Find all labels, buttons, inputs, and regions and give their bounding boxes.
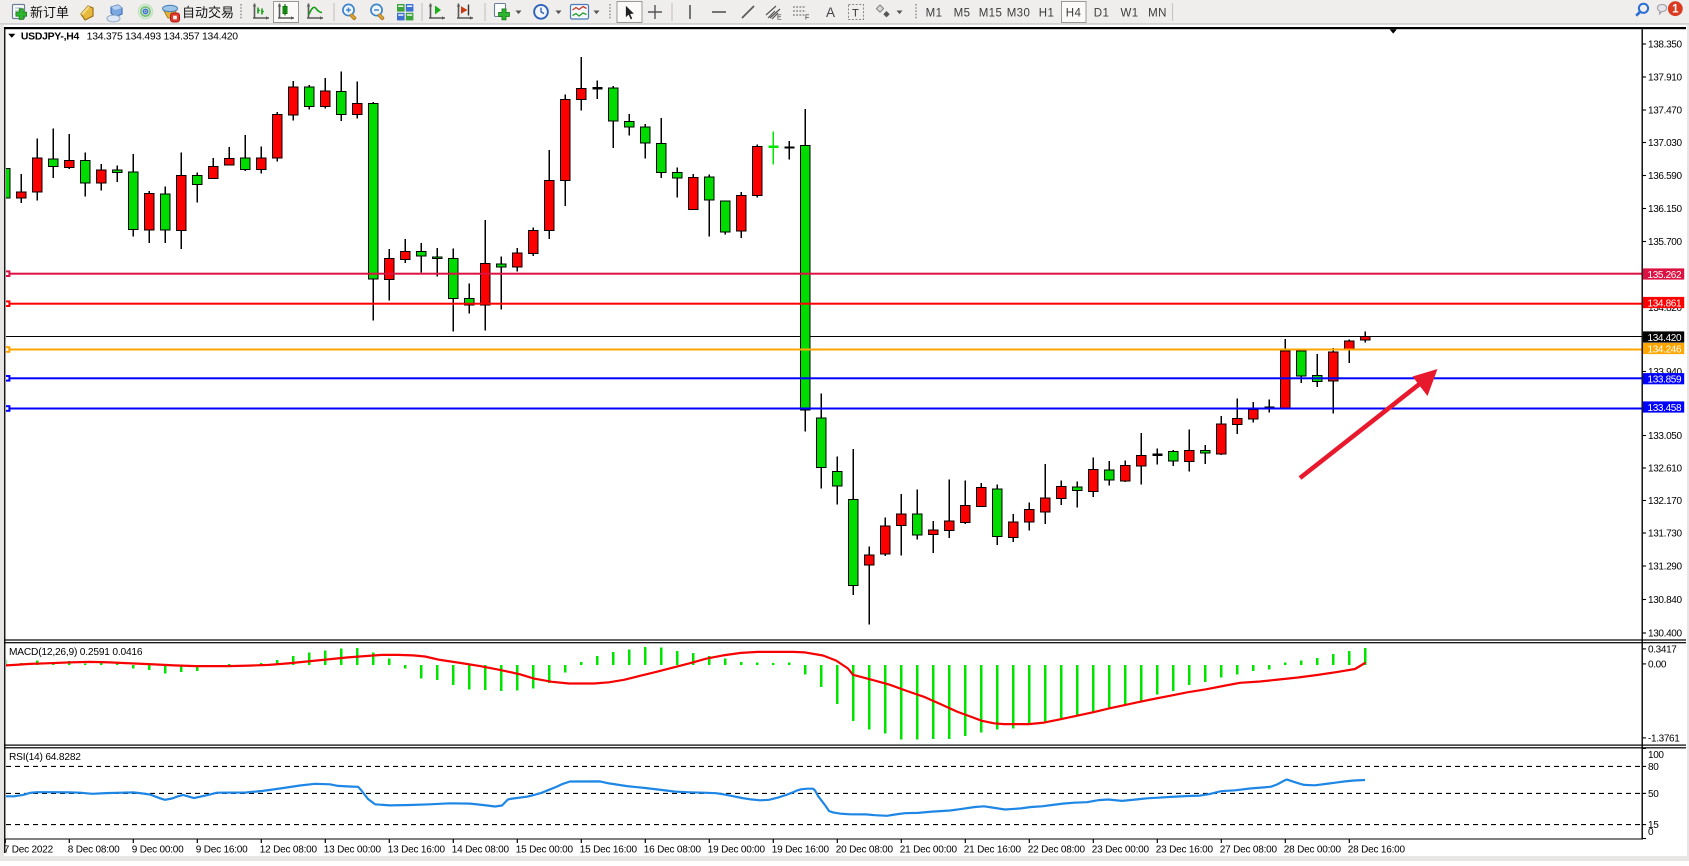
svg-text:USDJPY-,H4 134.375 134.493 134: USDJPY-,H4 134.375 134.493 134.357 134.4…: [21, 31, 238, 42]
svg-text:15 Dec 16:00: 15 Dec 16:00: [580, 845, 638, 856]
svg-text:135.700: 135.700: [1648, 237, 1682, 248]
svg-text:23 Dec 00:00: 23 Dec 00:00: [1092, 845, 1150, 856]
svg-text:H1: H1: [1039, 8, 1055, 20]
svg-text:0.00: 0.00: [1648, 660, 1667, 671]
svg-text:0: 0: [1648, 827, 1654, 838]
svg-text:134.820: 134.820: [1648, 303, 1682, 314]
svg-text:M5: M5: [954, 8, 971, 20]
svg-text:M1: M1: [926, 8, 943, 20]
svg-text:131.730: 131.730: [1648, 529, 1682, 540]
svg-text:15 Dec 00:00: 15 Dec 00:00: [516, 845, 574, 856]
svg-text:137.470: 137.470: [1648, 106, 1682, 117]
svg-text:D1: D1: [1094, 8, 1110, 20]
svg-text:130.400: 130.400: [1648, 629, 1682, 640]
svg-text:14 Dec 08:00: 14 Dec 08:00: [452, 845, 510, 856]
svg-text:H4: H4: [1066, 8, 1082, 20]
svg-text:134.420: 134.420: [1648, 333, 1682, 344]
svg-text:RSI(14) 64.8282: RSI(14) 64.8282: [9, 752, 81, 763]
svg-text:E: E: [777, 15, 782, 22]
svg-text:19 Dec 00:00: 19 Dec 00:00: [708, 845, 766, 856]
svg-text:50: 50: [1648, 789, 1659, 800]
svg-text:1: 1: [1672, 4, 1679, 16]
svg-text:F: F: [805, 15, 809, 22]
svg-text:138.350: 138.350: [1648, 40, 1682, 51]
svg-text:28 Dec 16:00: 28 Dec 16:00: [1348, 845, 1406, 856]
svg-text:自动交易: 自动交易: [182, 5, 234, 20]
svg-text:22 Dec 08:00: 22 Dec 08:00: [1028, 845, 1086, 856]
svg-text:137.910: 137.910: [1648, 73, 1682, 84]
svg-text:0.3417: 0.3417: [1648, 645, 1677, 656]
svg-text:A: A: [826, 5, 835, 20]
svg-text:132.610: 132.610: [1648, 464, 1682, 475]
svg-text:13 Dec 00:00: 13 Dec 00:00: [324, 845, 382, 856]
svg-text:15: 15: [1648, 820, 1659, 831]
svg-text:135.262: 135.262: [1648, 270, 1682, 281]
svg-text:132.170: 132.170: [1648, 496, 1682, 507]
svg-text:19 Dec 16:00: 19 Dec 16:00: [772, 845, 830, 856]
svg-text:136.590: 136.590: [1648, 171, 1682, 182]
svg-text:130.840: 130.840: [1648, 595, 1682, 606]
svg-text:M15: M15: [979, 8, 1003, 20]
svg-text:W1: W1: [1120, 8, 1138, 20]
svg-text:21 Dec 00:00: 21 Dec 00:00: [900, 845, 958, 856]
svg-text:134.246: 134.246: [1648, 344, 1682, 355]
svg-text:8 Dec 08:00: 8 Dec 08:00: [68, 845, 120, 856]
svg-text:133.458: 133.458: [1648, 403, 1682, 414]
svg-text:136.150: 136.150: [1648, 204, 1682, 215]
svg-text:134.861: 134.861: [1648, 298, 1682, 309]
svg-text:T: T: [852, 8, 859, 20]
svg-text:131.290: 131.290: [1648, 562, 1682, 573]
svg-text:133.050: 133.050: [1648, 431, 1682, 442]
svg-text:23 Dec 16:00: 23 Dec 16:00: [1156, 845, 1214, 856]
svg-text:9 Dec 00:00: 9 Dec 00:00: [132, 845, 184, 856]
svg-text:新订单: 新订单: [30, 5, 69, 20]
svg-text:80: 80: [1648, 762, 1659, 773]
svg-text:16 Dec 08:00: 16 Dec 08:00: [644, 845, 702, 856]
svg-text:M30: M30: [1007, 8, 1031, 20]
svg-text:133.859: 133.859: [1648, 375, 1682, 386]
svg-text:-1.3761: -1.3761: [1648, 734, 1680, 745]
svg-text:MACD(12,26,9) 0.2591 0.0416: MACD(12,26,9) 0.2591 0.0416: [9, 647, 143, 658]
svg-text:27 Dec 08:00: 27 Dec 08:00: [1220, 845, 1278, 856]
svg-text:MN: MN: [1148, 8, 1167, 20]
svg-text:133.940: 133.940: [1648, 367, 1682, 378]
svg-text:100: 100: [1648, 750, 1664, 761]
svg-text:20 Dec 08:00: 20 Dec 08:00: [836, 845, 894, 856]
svg-text:28 Dec 00:00: 28 Dec 00:00: [1284, 845, 1342, 856]
svg-text:13 Dec 16:00: 13 Dec 16:00: [388, 845, 446, 856]
svg-text:9 Dec 16:00: 9 Dec 16:00: [196, 845, 248, 856]
svg-text:137.030: 137.030: [1648, 138, 1682, 149]
svg-text:12 Dec 08:00: 12 Dec 08:00: [260, 845, 318, 856]
svg-text:7 Dec 2022: 7 Dec 2022: [4, 845, 54, 856]
svg-text:21 Dec 16:00: 21 Dec 16:00: [964, 845, 1022, 856]
